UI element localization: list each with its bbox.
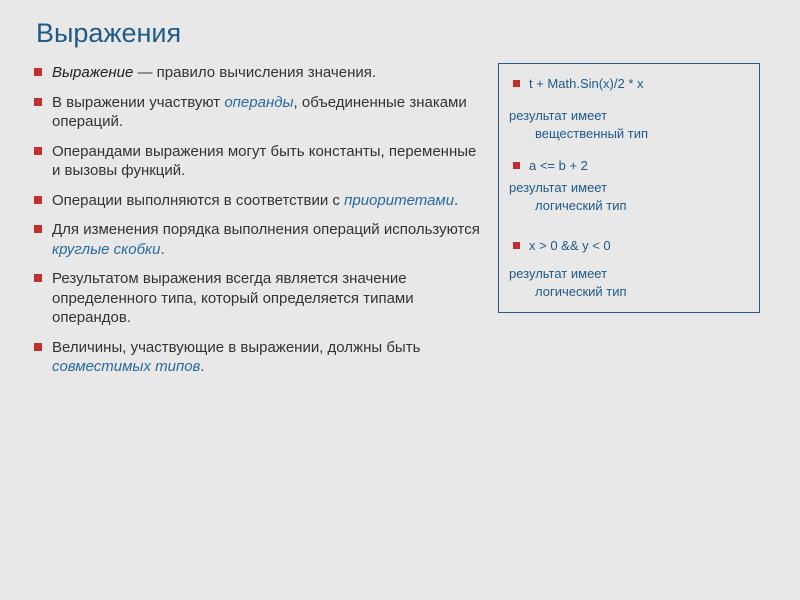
highlight: приоритетами: [344, 192, 454, 209]
example-result: результат имеет логический тип: [509, 265, 749, 300]
slide: Выражения Выражение — правило вычисления…: [0, 0, 800, 600]
result-line: результат имеет: [509, 180, 607, 195]
spacer: [509, 97, 749, 107]
result-line: вещественный тип: [509, 125, 749, 143]
result-line: логический тип: [509, 283, 749, 301]
example-result: результат имеет логический тип: [509, 179, 749, 214]
result-line: логический тип: [509, 197, 749, 215]
bullet-text: Величины, участвующие в выражении, должн…: [52, 339, 420, 356]
highlight: круглые скобки: [52, 241, 160, 258]
highlight: операнды: [224, 94, 293, 111]
example-expr: x > 0 && y < 0: [509, 238, 749, 253]
bullet-text: .: [454, 192, 458, 209]
example-expr: t + Math.Sin(x)/2 * x: [509, 76, 749, 91]
example-expr: a <= b + 2: [509, 158, 749, 173]
bullet-text: Для изменения порядка выполнения операци…: [52, 221, 480, 238]
result-line: результат имеет: [509, 108, 607, 123]
example-result: результат имеет вещественный тип: [509, 107, 749, 142]
bullet-text: .: [160, 241, 164, 258]
spacer: [509, 230, 749, 238]
highlight: совместимых типов: [52, 358, 200, 375]
bullet-item: Операндами выражения могут быть констант…: [30, 142, 480, 181]
bullet-text: В выражении участвуют: [52, 94, 224, 111]
term: Выражение: [52, 64, 133, 81]
bullet-list: Выражение — правило вычисления значения.…: [30, 63, 480, 377]
bullet-item: Выражение — правило вычисления значения.: [30, 63, 480, 83]
bullet-item: Операции выполняются в соответствии с пр…: [30, 191, 480, 211]
content-row: Выражение — правило вычисления значения.…: [30, 63, 770, 387]
bullet-text: Операции выполняются в соответствии с: [52, 192, 344, 209]
result-line: результат имеет: [509, 266, 607, 281]
bullet-text: .: [200, 358, 204, 375]
bullet-text: Результатом выражения всегда является зн…: [52, 270, 414, 326]
bullet-text: — правило вычисления значения.: [133, 64, 376, 81]
bullet-item: Для изменения порядка выполнения операци…: [30, 220, 480, 259]
slide-title: Выражения: [36, 18, 770, 49]
left-column: Выражение — правило вычисления значения.…: [30, 63, 480, 387]
examples-box: t + Math.Sin(x)/2 * x результат имеет ве…: [498, 63, 760, 313]
bullet-item: Результатом выражения всегда является зн…: [30, 269, 480, 328]
bullet-text: Операндами выражения могут быть констант…: [52, 143, 476, 180]
bullet-item: Величины, участвующие в выражении, должн…: [30, 338, 480, 377]
bullet-item: В выражении участвуют операнды, объедине…: [30, 93, 480, 132]
